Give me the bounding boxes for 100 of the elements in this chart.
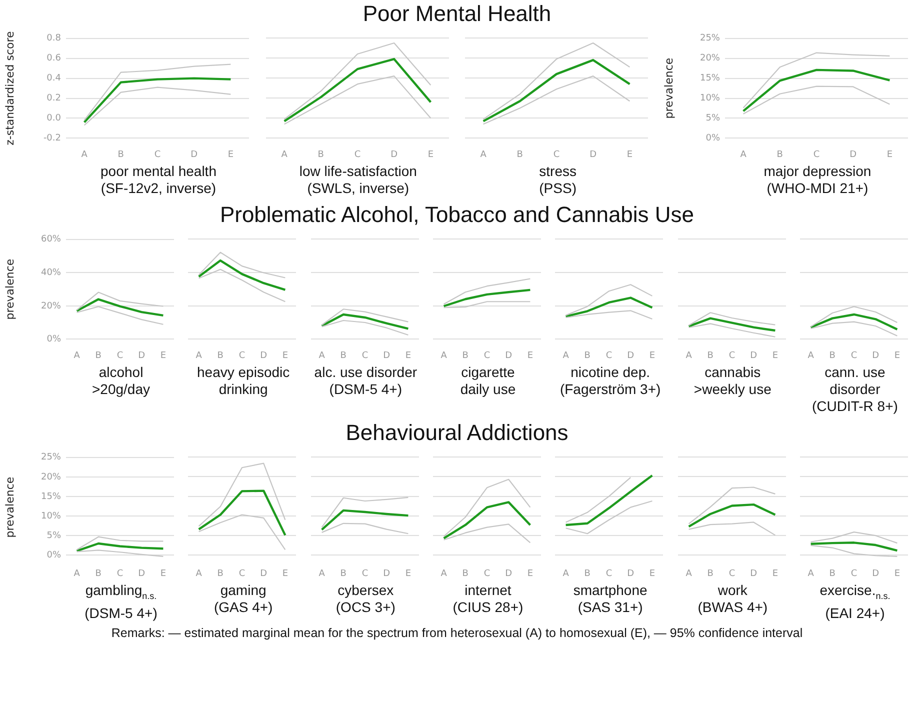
y-tick-label: 10% bbox=[40, 511, 62, 522]
text: Remarks: — estimated marginal mean for the spectrum from heterosexual (A) to homosexual (E), — 95% confidence interval bbox=[110, 626, 804, 640]
x-tick-label: C bbox=[354, 150, 360, 160]
x-tick-label: A bbox=[808, 568, 815, 579]
x-axis-title: gambling$_{n.s.}$ (DSM-5 4+) bbox=[84, 582, 158, 622]
y-tick-label: 0% bbox=[46, 334, 62, 345]
x-tick-label: C bbox=[362, 350, 368, 361]
x-tick-label: C bbox=[850, 350, 858, 361]
x-tick-label: E bbox=[894, 568, 900, 579]
x-tick-label: B bbox=[462, 568, 468, 579]
x-tick-label: B bbox=[584, 350, 591, 361]
x-axis-title: heavy episodic drinking bbox=[196, 364, 291, 398]
x-axis-title: cannabis >weekly use bbox=[692, 364, 772, 398]
y-tick-label: 15% bbox=[700, 74, 720, 84]
x-tick-label: B bbox=[462, 350, 468, 361]
x-tick-label: A bbox=[318, 350, 326, 361]
y-tick-label: 20% bbox=[40, 301, 62, 312]
x-tick-label: A bbox=[563, 568, 570, 579]
x-tick-label: B bbox=[218, 350, 224, 361]
x-tick-label: D bbox=[190, 150, 198, 160]
x-axis-title: major depression (WHO-MDI 21+) bbox=[762, 163, 872, 197]
x-tick-label: B bbox=[517, 150, 524, 160]
x-axis-title: alc. use disorder (DSM-5 4+) bbox=[313, 364, 418, 398]
x-tick-label: B bbox=[340, 350, 346, 361]
x-tick-label: C bbox=[606, 350, 612, 361]
x-tick-label: E bbox=[282, 568, 289, 579]
y-tick-label: 40% bbox=[40, 268, 62, 278]
x-axis-title: low life-satisfaction (SWLS, inverse) bbox=[298, 163, 418, 197]
x-tick-label: E bbox=[228, 150, 234, 160]
x-tick-label: B bbox=[829, 350, 836, 361]
x-tick-label: A bbox=[196, 568, 204, 579]
x-tick-label: B bbox=[95, 568, 102, 579]
x-tick-label: C bbox=[154, 150, 161, 160]
x-tick-label: C bbox=[116, 568, 124, 579]
x-tick-label: A bbox=[318, 568, 326, 579]
y-tick-label: 10% bbox=[700, 94, 720, 104]
x-axis-title: smartphone (SAS 31+) bbox=[572, 582, 648, 616]
x-tick-label: E bbox=[160, 350, 166, 361]
x-tick-label: D bbox=[750, 568, 757, 579]
x-tick-label: A bbox=[808, 350, 815, 361]
x-tick-label: A bbox=[280, 150, 288, 160]
y-tick-label: 25% bbox=[40, 452, 62, 463]
x-tick-label: C bbox=[813, 150, 820, 160]
x-tick-label: A bbox=[74, 350, 81, 361]
x-tick-label: B bbox=[706, 568, 714, 579]
x-tick-label: E bbox=[772, 568, 778, 579]
x-tick-label: D bbox=[505, 568, 512, 579]
x-tick-label: D bbox=[382, 350, 390, 361]
x-tick-label: C bbox=[850, 568, 858, 579]
x-tick-label: C bbox=[554, 150, 560, 160]
x-tick-label: D bbox=[505, 350, 512, 361]
x-axis-title: poor mental health (SF-12v2, inverse) bbox=[100, 163, 218, 197]
y-tick-label: 0.0 bbox=[46, 114, 62, 124]
y-tick-label: -0.2 bbox=[43, 134, 61, 144]
x-tick-label: A bbox=[480, 150, 488, 160]
x-tick-label: D bbox=[260, 350, 268, 361]
x-tick-label: D bbox=[390, 150, 398, 160]
x-tick-label: E bbox=[650, 350, 656, 361]
x-axis-title: cybersex (OCS 3+) bbox=[334, 582, 396, 616]
x-tick-label: D bbox=[138, 568, 146, 579]
x-axis-title: exercise.$_{n.s.}$ (EAI 24+) bbox=[818, 582, 892, 622]
x-tick-label: C bbox=[606, 568, 612, 579]
x-tick-label: B bbox=[706, 350, 714, 361]
x-tick-label: E bbox=[650, 568, 656, 579]
x-axis-title: internet (CIUS 28+) bbox=[452, 582, 524, 616]
x-tick-label: E bbox=[527, 568, 534, 579]
y-tick-label: 5% bbox=[46, 531, 62, 542]
x-tick-label: D bbox=[382, 568, 390, 579]
x-tick-label: A bbox=[685, 350, 692, 361]
x-tick-label: B bbox=[118, 150, 124, 160]
x-tick-label: B bbox=[776, 150, 783, 160]
x-tick-label: A bbox=[740, 150, 748, 160]
x-tick-label: E bbox=[627, 150, 634, 160]
y-tick-label: 5% bbox=[706, 114, 720, 124]
y-axis-title: prevalence bbox=[3, 258, 16, 320]
x-tick-label: D bbox=[138, 350, 146, 361]
x-tick-label: E bbox=[282, 350, 289, 361]
text: Behavioural Addictions bbox=[346, 419, 568, 447]
x-tick-label: E bbox=[894, 350, 900, 361]
x-tick-label: C bbox=[484, 568, 490, 579]
x-axis-title: alcohol >20g/day bbox=[91, 364, 151, 398]
x-tick-label: B bbox=[340, 568, 346, 579]
y-axis-title: prevalence bbox=[662, 58, 676, 119]
x-axis-title: gaming (GAS 4+) bbox=[212, 582, 274, 616]
y-tick-label: 20% bbox=[40, 472, 62, 482]
x-tick-label: D bbox=[627, 568, 634, 579]
y-axis-title: z-standardized score bbox=[3, 30, 16, 146]
x-tick-label: A bbox=[440, 568, 448, 579]
x-tick-label: D bbox=[872, 568, 880, 579]
x-axis-title: work (BWAS 4+) bbox=[696, 582, 769, 616]
x-tick-label: E bbox=[160, 568, 166, 579]
y-tick-label: 0.2 bbox=[46, 94, 61, 104]
x-tick-label: C bbox=[484, 350, 490, 361]
x-axis-title: cigarette daily use bbox=[459, 364, 517, 398]
x-tick-label: D bbox=[627, 350, 634, 361]
y-tick-label: 0.8 bbox=[46, 34, 62, 44]
x-tick-label: E bbox=[405, 568, 412, 579]
x-tick-label: A bbox=[74, 568, 81, 579]
x-tick-label: A bbox=[563, 350, 570, 361]
y-tick-label: 25% bbox=[700, 34, 720, 44]
